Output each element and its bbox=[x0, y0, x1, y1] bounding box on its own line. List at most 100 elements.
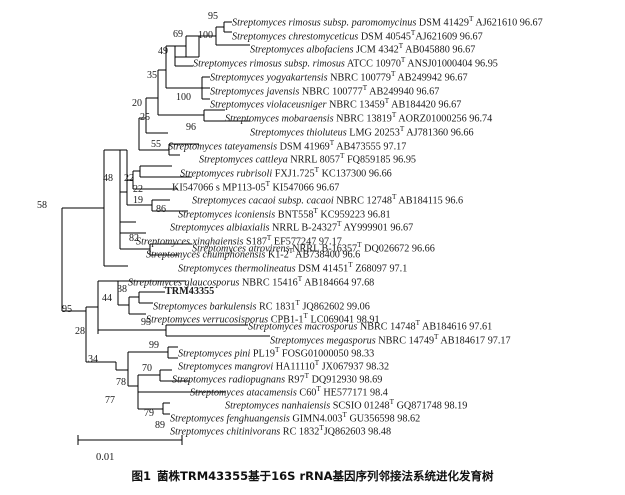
bootstrap-value: 89 bbox=[155, 420, 165, 431]
taxon-strain: NBRC 14748 bbox=[359, 321, 416, 333]
bootstrap-value: 100 bbox=[198, 30, 213, 41]
type-strain-marker: T bbox=[297, 275, 303, 283]
bootstrap-value: 34 bbox=[88, 354, 98, 365]
taxon-similarity: 97.17 bbox=[383, 141, 407, 153]
taxon-row: Streptomyces verrucosisporus CPB1-1T LC0… bbox=[146, 312, 380, 326]
bootstrap-value: 22 bbox=[133, 184, 143, 195]
taxon-row: Streptomyces chitinivorans RC 1832TJQ862… bbox=[170, 424, 391, 438]
taxon-row: Streptomyces rimosus subsp. paromomycinu… bbox=[232, 15, 543, 29]
taxon-strain: NBRC 13819 bbox=[336, 113, 392, 125]
taxon-name: KI547066 s bbox=[172, 182, 220, 194]
taxon-name: Streptomyces rimosus subsp. rimosus bbox=[193, 58, 345, 70]
type-strain-marker: T bbox=[391, 193, 397, 201]
taxon-row: Streptomyces javensis NBRC 100777T AB249… bbox=[210, 84, 439, 98]
taxon-accession: GQ871748 bbox=[396, 400, 442, 412]
taxon-name: Streptomyces atrovirens bbox=[192, 243, 290, 255]
taxon-accession: AB184664 bbox=[304, 277, 349, 289]
taxon-similarity: 96.66 bbox=[411, 243, 435, 255]
taxon-similarity: 96.66 bbox=[368, 168, 392, 180]
figure-caption: 图1 菌株TRM43355基于16S rRNA基因序列邻接法系统进化发育树 bbox=[0, 468, 625, 484]
bootstrap-value: 77 bbox=[105, 395, 115, 406]
taxon-strain: PL19 bbox=[252, 348, 275, 360]
taxon-name: Streptomyces chitinivorans bbox=[170, 426, 281, 438]
taxon-accession: AB045880 bbox=[405, 44, 450, 56]
taxon-row: Streptomyces chumphonensis K1-2T AB73840… bbox=[146, 247, 360, 261]
taxon-similarity: 96.67 bbox=[316, 182, 340, 194]
bootstrap-value: 95 bbox=[62, 304, 72, 315]
taxon-name: Streptomyces mangrovi bbox=[178, 361, 274, 373]
taxon-strain: DSM 41451 bbox=[298, 263, 349, 275]
taxon-name: Streptomyces violaceusniger bbox=[210, 99, 327, 111]
taxon-row: Streptomyces atrovirens NRRL B-16357T DQ… bbox=[192, 241, 435, 255]
taxon-row: Streptomyces violaceusniger NBRC 13459T … bbox=[210, 97, 461, 111]
taxon-name: Streptomyces pini bbox=[178, 348, 251, 360]
taxon-strain: DSM 41969 bbox=[279, 141, 330, 153]
taxon-strain: DSM 41429 bbox=[418, 17, 469, 29]
bootstrap-value: 28 bbox=[75, 326, 85, 337]
bootstrap-value: 25 bbox=[140, 112, 150, 123]
taxon-similarity: 97.68 bbox=[351, 277, 375, 289]
bootstrap-value: 82 bbox=[129, 233, 139, 244]
taxon-similarity: 98.19 bbox=[444, 400, 468, 412]
taxon-name: Streptomyces nanhaiensis bbox=[225, 400, 331, 412]
taxon-strain: LMG 20253 bbox=[349, 127, 400, 139]
taxon-accession: FQ859185 bbox=[346, 154, 391, 166]
taxon-name: Streptomyces fenghuangensis bbox=[170, 413, 290, 425]
taxon-similarity: 98.62 bbox=[397, 413, 421, 425]
taxon-accession: ANSJ01000404 bbox=[407, 58, 473, 70]
bootstrap-value: 55 bbox=[151, 139, 161, 150]
taxon-name: Streptomyces verrucosisporus bbox=[146, 314, 269, 326]
taxon-strain: NRRL 8057 bbox=[290, 154, 340, 166]
taxon-row: Streptomyces iconiensis BNT558T KC959223… bbox=[178, 207, 391, 221]
taxon-accession: EF577247 bbox=[273, 236, 317, 248]
type-strain-marker: T bbox=[400, 56, 406, 64]
taxon-similarity: 96.67 bbox=[444, 72, 468, 84]
taxon-accession: JQ862602 bbox=[302, 301, 345, 313]
taxon-strain: NBRC 15416 bbox=[241, 277, 298, 289]
taxon-similarity: 96.67 bbox=[452, 44, 476, 56]
taxon-similarity: 96.67 bbox=[390, 222, 414, 234]
type-strain-marker: T bbox=[389, 398, 395, 406]
taxon-strain: HA11110 bbox=[275, 361, 315, 373]
taxon-row: Streptomyces mobaraensis NBRC 13819T AOR… bbox=[225, 111, 493, 125]
taxon-row: Streptomyces radiopugnans R97T DQ912930 … bbox=[172, 372, 382, 386]
taxon-row: Streptomyces cattleya NRRL 8057T FQ85918… bbox=[199, 152, 416, 166]
taxon-accession: AB184115 bbox=[398, 195, 443, 207]
type-strain-marker: T bbox=[303, 312, 308, 320]
bootstrap-value: 96 bbox=[186, 122, 196, 133]
type-strain-marker: T bbox=[274, 346, 280, 354]
taxon-row: Streptomyces atacamensis C60T HE577171 9… bbox=[190, 385, 388, 399]
taxon-similarity: 98.91 bbox=[356, 314, 380, 326]
taxon-row: Streptomyces pini PL19T FOSG01000050 98.… bbox=[178, 346, 374, 360]
taxon-name: Streptomyces thermolineatus bbox=[178, 263, 296, 275]
taxon-similarity: 96.74 bbox=[469, 113, 493, 125]
taxon-strain: NRRL B-24327 bbox=[272, 222, 338, 234]
taxon-strain: S187 bbox=[245, 236, 267, 248]
type-strain-marker: T bbox=[340, 152, 345, 160]
taxon-accession: GU356598 bbox=[349, 413, 395, 425]
type-strain-marker: T bbox=[342, 411, 347, 419]
taxon-strain: NRRL B-16357 bbox=[292, 243, 358, 255]
type-strain-marker: T bbox=[348, 261, 353, 269]
taxon-name: TRM43355 bbox=[165, 286, 215, 297]
taxon-strain: NBRC 13459 bbox=[329, 99, 385, 111]
taxon-strain: ATCC 10970 bbox=[346, 58, 401, 70]
taxon-name: Streptomyces iconiensis bbox=[178, 209, 276, 221]
taxon-accession: FOSG01000050 bbox=[281, 348, 349, 360]
type-strain-marker: T bbox=[319, 424, 324, 432]
type-strain-marker: T bbox=[357, 241, 362, 249]
bootstrap-value: 22 bbox=[124, 173, 134, 184]
type-strain-marker: T bbox=[266, 234, 272, 242]
taxon-strain: DSM 40545 bbox=[360, 31, 411, 43]
bootstrap-value: 48 bbox=[103, 173, 113, 184]
taxon-accession: LC069041 bbox=[310, 314, 355, 326]
taxon-strain: NBRC 12748 bbox=[336, 195, 392, 207]
type-strain-marker: T bbox=[295, 299, 300, 307]
taxon-strain: NBRC 14749 bbox=[378, 335, 435, 347]
taxon-similarity: 96.6 bbox=[445, 195, 464, 207]
taxon-name: Streptomyces chrestomyceticus bbox=[232, 31, 359, 43]
taxon-accession: AB184420 bbox=[391, 99, 436, 111]
taxon-strain: BNT558 bbox=[277, 209, 314, 221]
taxon-accession: KC137300 bbox=[321, 168, 367, 180]
type-strain-marker: T bbox=[391, 111, 397, 119]
